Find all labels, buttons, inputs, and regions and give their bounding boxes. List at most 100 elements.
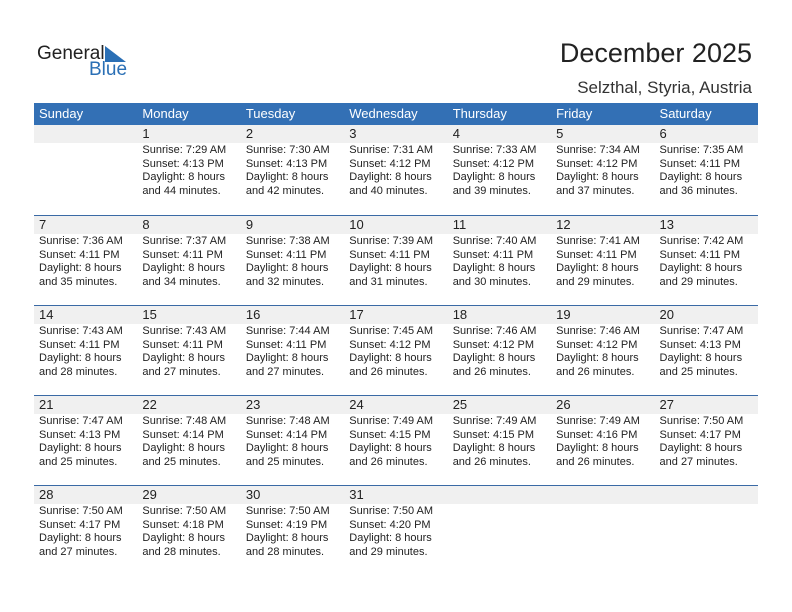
daylight1-text: Daylight: 8 hours [142,442,225,454]
day-cell: 24 Sunrise: 7:49 AM Sunset: 4:15 PM Dayligh… [344,396,448,485]
sunset-text: Sunset: 4:13 PM [659,338,741,351]
day-info: Sunrise: 7:44 AM Sunset: 4:11 PM Daylight:… [241,324,344,379]
daylight1-text: Daylight: 8 hours [349,352,432,364]
sunrise-text: Sunrise: 7:50 AM [245,505,330,517]
weekday-monday: Monday [142,106,189,121]
day-info: Sunrise: 7:31 AM Sunset: 4:12 PM Daylight:… [344,143,447,198]
sunset-text: Sunset: 4:14 PM [142,428,224,441]
sunrise-text: Sunrise: 7:43 AM [39,325,123,337]
sunset-text: Sunset: 4:13 PM [142,157,224,170]
weekday-thursday: Thursday [452,106,507,121]
daylight1-text: Daylight: 8 hours [39,532,122,544]
week-row: 7 Sunrise: 7:36 AM Sunset: 4:11 PM Daylight… [34,215,758,305]
daylight1-text: Daylight: 8 hours [349,532,432,544]
day-number: 22 [137,396,241,414]
daylight1-text: Daylight: 8 hours [349,262,432,274]
day-number: 9 [240,216,345,234]
daylight1-text: Daylight: 8 hours [245,262,329,274]
day-info: Sunrise: 7:50 AM Sunset: 4:20 PM Daylight:… [344,504,447,559]
day-number: 29 [137,486,241,504]
daylight2-text: and 28 minutes. [245,545,325,558]
day-cell: 22 Sunrise: 7:48 AM Sunset: 4:14 PM Dayligh… [137,396,241,485]
daylight1-text: Daylight: 8 hours [245,171,329,183]
day-number: 26 [551,396,655,414]
daylight2-text: and 40 minutes. [349,184,428,197]
daylight2-text: and 28 minutes. [142,545,221,558]
day-cell: 20 Sunrise: 7:47 AM Sunset: 4:13 PM Dayligh… [654,306,758,395]
day-info: Sunrise: 7:49 AM Sunset: 4:16 PM Daylight:… [551,414,654,469]
daylight1-text: Daylight: 8 hours [452,352,536,364]
day-cell: 18 Sunrise: 7:46 AM Sunset: 4:12 PM Dayligh… [447,306,552,395]
sunset-text: Sunset: 4:18 PM [142,518,224,531]
daylight2-text: and 44 minutes. [142,184,221,197]
day-info: Sunrise: 7:49 AM Sunset: 4:15 PM Daylight:… [344,414,447,469]
day-number [34,125,138,143]
daylight1-text: Daylight: 8 hours [245,352,329,364]
daylight2-text: and 31 minutes. [349,275,428,288]
day-info: Sunrise: 7:47 AM Sunset: 4:13 PM Daylight:… [34,414,137,469]
sunset-text: Sunset: 4:11 PM [39,248,120,261]
logo-text-general: General [37,43,105,64]
sunrise-text: Sunrise: 7:40 AM [452,235,537,247]
day-cell: 23 Sunrise: 7:48 AM Sunset: 4:14 PM Dayligh… [240,396,345,485]
day-info: Sunrise: 7:45 AM Sunset: 4:12 PM Daylight:… [344,324,447,379]
day-info: Sunrise: 7:50 AM Sunset: 4:17 PM Daylight:… [655,414,758,469]
day-info: Sunrise: 7:33 AM Sunset: 4:12 PM Daylight:… [448,143,551,198]
day-info: Sunrise: 7:30 AM Sunset: 4:13 PM Daylight:… [241,143,344,198]
day-cell: 16 Sunrise: 7:44 AM Sunset: 4:11 PM Dayligh… [240,306,345,395]
sunset-text: Sunset: 4:11 PM [39,338,120,351]
sunrise-text: Sunrise: 7:49 AM [349,415,434,427]
daylight1-text: Daylight: 8 hours [452,171,536,183]
day-number: 10 [344,216,448,234]
sunrise-text: Sunrise: 7:33 AM [452,144,537,156]
page-title: December 2025 [559,38,752,68]
day-cell: 9 Sunrise: 7:38 AM Sunset: 4:11 PM Daylight… [240,216,345,305]
day-cell: 30 Sunrise: 7:50 AM Sunset: 4:19 PM Dayligh… [240,486,345,575]
day-number: 31 [344,486,448,504]
daylight2-text: and 27 minutes. [39,545,118,558]
day-cell: 12 Sunrise: 7:41 AM Sunset: 4:11 PM Dayligh… [551,216,655,305]
day-info: Sunrise: 7:42 AM Sunset: 4:11 PM Daylight:… [655,234,758,289]
day-cell: 19 Sunrise: 7:46 AM Sunset: 4:12 PM Dayligh… [551,306,655,395]
sunset-text: Sunset: 4:12 PM [556,338,638,351]
day-number: 24 [344,396,448,414]
daylight1-text: Daylight: 8 hours [452,442,536,454]
weekday-header: Sunday Monday Tuesday Wednesday Thursday Frid… [34,103,758,125]
day-number: 21 [34,396,138,414]
day-number: 4 [447,125,552,143]
day-info: Sunrise: 7:37 AM Sunset: 4:11 PM Daylight:… [137,234,240,289]
sunset-text: Sunset: 4:12 PM [349,338,431,351]
daylight1-text: Daylight: 8 hours [142,352,225,364]
sunrise-text: Sunrise: 7:39 AM [349,235,434,247]
week-row: 21 Sunrise: 7:47 AM Sunset: 4:13 PM Dayligh… [34,395,758,485]
day-number: 8 [137,216,241,234]
sunrise-text: Sunrise: 7:44 AM [245,325,330,337]
sunrise-text: Sunrise: 7:31 AM [349,144,434,156]
daylight2-text: and 25 minutes. [245,455,325,468]
sunrise-text: Sunrise: 7:35 AM [659,144,744,156]
day-info: Sunrise: 7:50 AM Sunset: 4:18 PM Daylight:… [137,504,240,559]
day-number: 27 [654,396,758,414]
day-number: 7 [34,216,138,234]
daylight2-text: and 35 minutes. [39,275,118,288]
sunset-text: Sunset: 4:11 PM [659,248,741,261]
logo-triangle-icon [105,46,126,62]
day-cell: 13 Sunrise: 7:42 AM Sunset: 4:11 PM Dayligh… [654,216,758,305]
daylight1-text: Daylight: 8 hours [349,171,432,183]
day-info: Sunrise: 7:41 AM Sunset: 4:11 PM Daylight:… [551,234,654,289]
daylight1-text: Daylight: 8 hours [39,442,122,454]
daylight1-text: Daylight: 8 hours [349,442,432,454]
day-number: 2 [240,125,345,143]
sunrise-text: Sunrise: 7:48 AM [245,415,330,427]
sunset-text: Sunset: 4:17 PM [39,518,121,531]
sunrise-text: Sunrise: 7:41 AM [556,235,640,247]
sunrise-text: Sunrise: 7:50 AM [659,415,744,427]
sunset-text: Sunset: 4:11 PM [245,248,327,261]
daylight2-text: and 29 minutes. [349,545,428,558]
daylight2-text: and 27 minutes. [245,365,325,378]
day-number [551,486,655,504]
day-info: Sunrise: 7:36 AM Sunset: 4:11 PM Daylight:… [34,234,137,289]
day-number: 25 [447,396,552,414]
daylight1-text: Daylight: 8 hours [142,532,225,544]
day-number: 14 [34,306,138,324]
